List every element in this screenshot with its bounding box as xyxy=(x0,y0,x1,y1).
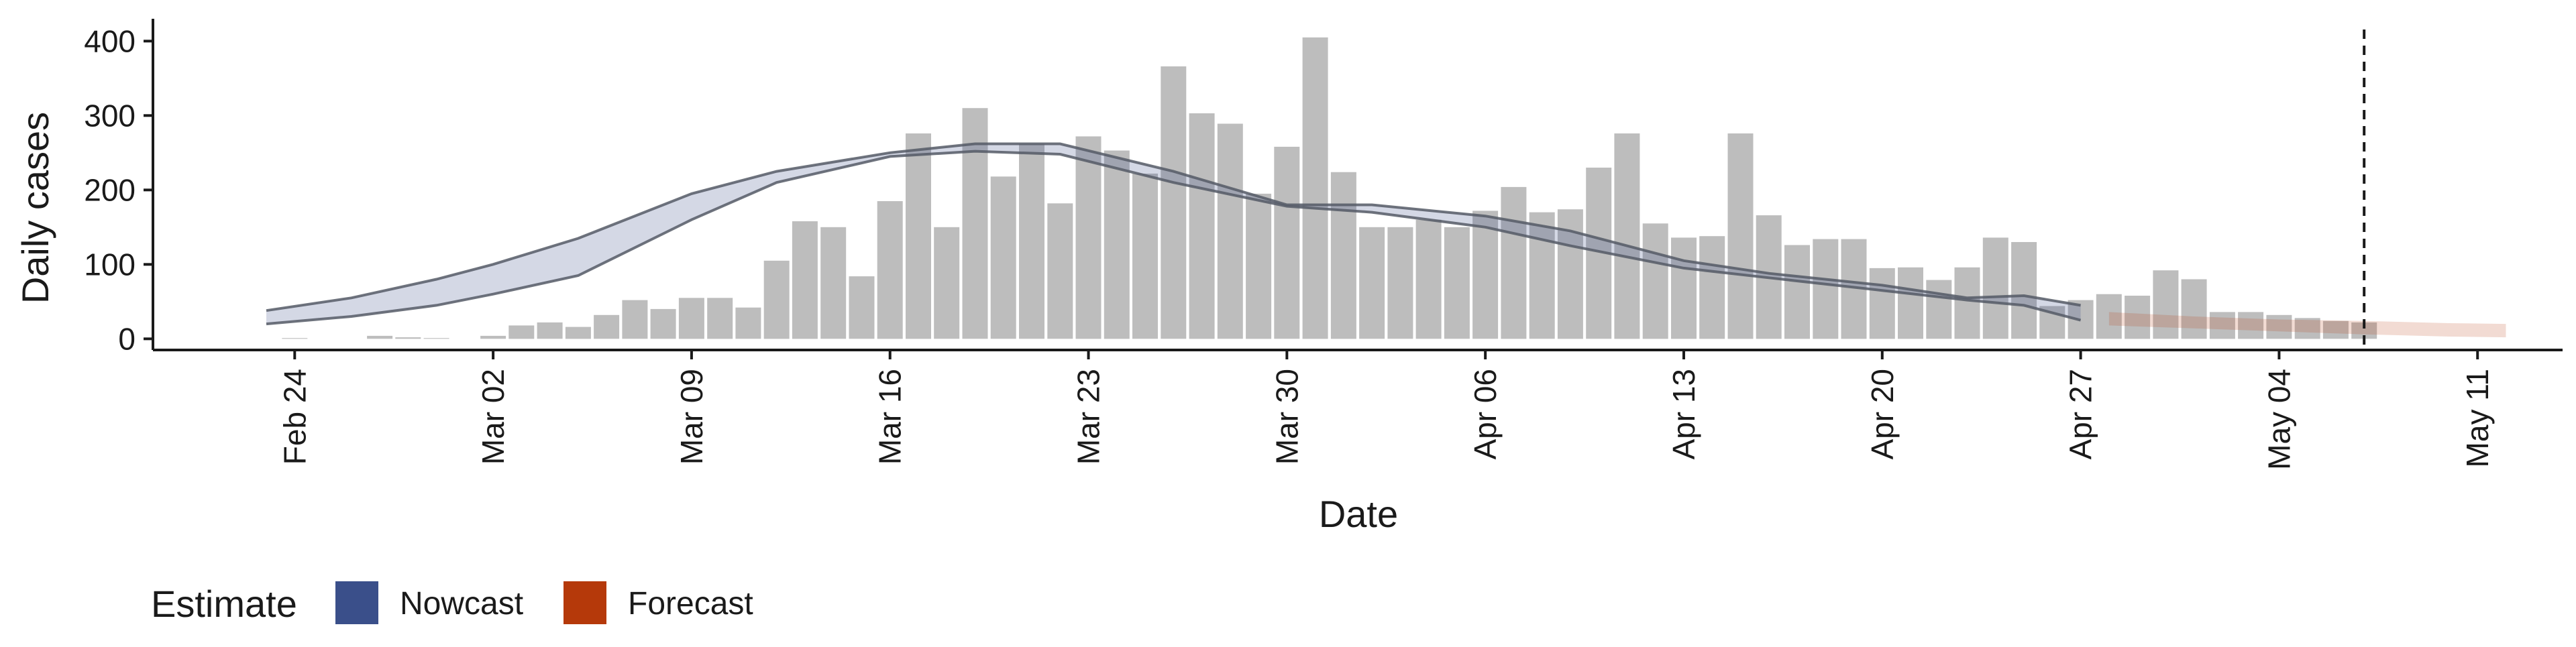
legend-swatch-forecast xyxy=(564,581,606,624)
band-upper-line-nowcast xyxy=(266,142,2081,312)
bar-2020-03-12 xyxy=(763,260,790,339)
bar-2020-05-06 xyxy=(2322,320,2349,339)
bar-2020-03-05 xyxy=(565,327,591,339)
x-axis-title: Date xyxy=(1319,493,1398,535)
bar-2020-05-02 xyxy=(2209,312,2235,339)
bar-2020-03-17 xyxy=(906,133,931,339)
bar-2020-05-04 xyxy=(2266,314,2292,339)
bands-layer xyxy=(266,30,2506,350)
x-tick-label-2020-03-23: Mar 23 xyxy=(1071,369,1106,465)
legend-swatch-nowcast xyxy=(335,581,378,624)
bar-2020-05-05 xyxy=(2294,318,2320,339)
bar-2020-03-22 xyxy=(1047,203,1073,339)
bar-2020-02-28 xyxy=(395,337,421,339)
bar-2020-03-26 xyxy=(1161,66,1187,339)
bar-2020-03-30 xyxy=(1274,146,1300,339)
y-tick-label-100: 100 xyxy=(84,247,136,282)
axes-layer: 0 100 200 300 400 Feb 24 Mar 02 Mar 09 Mar 16 Mar… xyxy=(84,19,2563,470)
x-tick-label-2020-04-13: Apr 13 xyxy=(1666,369,1701,460)
bar-2020-04-29 xyxy=(2125,296,2151,339)
bar-2020-03-16 xyxy=(877,201,903,339)
x-tick-label-2020-04-27: Apr 27 xyxy=(2063,369,2098,460)
bar-2020-04-21 xyxy=(1898,267,1923,339)
bar-2020-03-31 xyxy=(1302,37,1328,339)
y-tick-label-300: 300 xyxy=(84,98,136,133)
bar-2020-04-03 xyxy=(1387,227,1413,339)
bar-2020-03-02 xyxy=(480,335,506,339)
bar-2020-03-10 xyxy=(707,298,733,339)
x-tick-label-2020-05-11: May 11 xyxy=(2460,369,2495,467)
bar-2020-03-21 xyxy=(1019,143,1044,339)
bar-2020-05-01 xyxy=(2181,279,2207,339)
y-tick-label-200: 200 xyxy=(84,172,136,207)
band-lower-line-nowcast xyxy=(266,150,2082,326)
bar-2020-04-01 xyxy=(1330,172,1356,339)
band-forecast xyxy=(2108,312,2506,338)
bar-2020-04-07 xyxy=(1501,186,1527,339)
bar-2020-03-13 xyxy=(792,221,818,339)
bar-2020-03-18 xyxy=(934,227,960,339)
bar-2020-04-02 xyxy=(1359,227,1385,339)
bar-2020-04-06 xyxy=(1472,211,1499,339)
bar-2020-03-04 xyxy=(537,322,563,339)
y-tick-label-400: 400 xyxy=(84,23,136,58)
bar-2020-04-13 xyxy=(1671,237,1697,339)
bar-2020-03-19 xyxy=(962,108,988,339)
bar-2020-04-25 xyxy=(2011,242,2037,339)
bar-2020-04-23 xyxy=(1954,267,1980,339)
bar-2020-04-05 xyxy=(1444,227,1470,339)
bar-2020-04-08 xyxy=(1529,212,1555,339)
bar-2020-02-27 xyxy=(367,335,393,339)
bars-layer xyxy=(282,37,2377,339)
bar-2020-04-24 xyxy=(1982,237,2008,339)
bar-2020-04-28 xyxy=(2096,294,2122,339)
bar-2020-03-20 xyxy=(990,176,1016,339)
bar-2020-03-15 xyxy=(849,276,875,339)
legend-title: Estimate xyxy=(151,583,297,625)
bar-2020-03-23 xyxy=(1075,136,1102,339)
x-tick-label-2020-04-06: Apr 06 xyxy=(1468,369,1503,460)
bar-2020-03-07 xyxy=(622,300,648,339)
y-tick-label-0: 0 xyxy=(118,321,136,356)
bar-2020-02-29 xyxy=(423,338,449,339)
bar-2020-04-14 xyxy=(1699,236,1725,339)
bar-2020-04-12 xyxy=(1642,223,1668,339)
x-tick-label-2020-04-20: Apr 20 xyxy=(1865,369,1900,460)
legend-label-forecast: Forecast xyxy=(628,586,753,622)
bar-2020-04-15 xyxy=(1727,133,1754,339)
bar-2020-03-03 xyxy=(508,325,535,339)
bar-2020-03-11 xyxy=(735,307,761,339)
x-tick-label-2020-03-02: Mar 02 xyxy=(476,369,511,465)
bar-2020-03-09 xyxy=(678,298,704,339)
bar-2020-05-03 xyxy=(2238,312,2264,339)
bar-2020-03-28 xyxy=(1217,123,1243,339)
y-axis-title: Daily cases xyxy=(14,112,56,304)
bar-2020-03-27 xyxy=(1189,113,1215,339)
bar-2020-04-22 xyxy=(1926,280,1952,339)
bar-2020-03-06 xyxy=(594,314,620,339)
bar-2020-04-11 xyxy=(1614,133,1640,339)
bar-2020-03-29 xyxy=(1246,193,1272,339)
bar-2020-03-25 xyxy=(1132,173,1158,339)
bar-2020-04-20 xyxy=(1869,268,1895,339)
x-tick-label-2020-03-09: Mar 09 xyxy=(674,369,709,465)
bar-2020-04-04 xyxy=(1415,219,1442,339)
x-tick-label-2020-05-04: May 04 xyxy=(2261,369,2296,470)
x-tick-label-2020-03-16: Mar 16 xyxy=(873,369,908,465)
x-tick-label-2020-03-30: Mar 30 xyxy=(1269,369,1304,465)
bar-2020-03-08 xyxy=(650,308,676,339)
legend-label-nowcast: Nowcast xyxy=(400,586,523,622)
bar-2020-02-24 xyxy=(282,338,308,339)
legend: Estimate Nowcast Forecast xyxy=(151,581,753,625)
bar-2020-03-14 xyxy=(820,227,847,339)
band-nowcast xyxy=(266,143,2081,325)
bar-2020-04-17 xyxy=(1784,245,1810,339)
bar-2020-04-18 xyxy=(1813,239,1839,339)
bar-2020-03-24 xyxy=(1104,150,1130,339)
x-tick-label-2020-02-24: Feb 24 xyxy=(277,369,312,465)
bar-2020-04-30 xyxy=(2153,270,2179,339)
